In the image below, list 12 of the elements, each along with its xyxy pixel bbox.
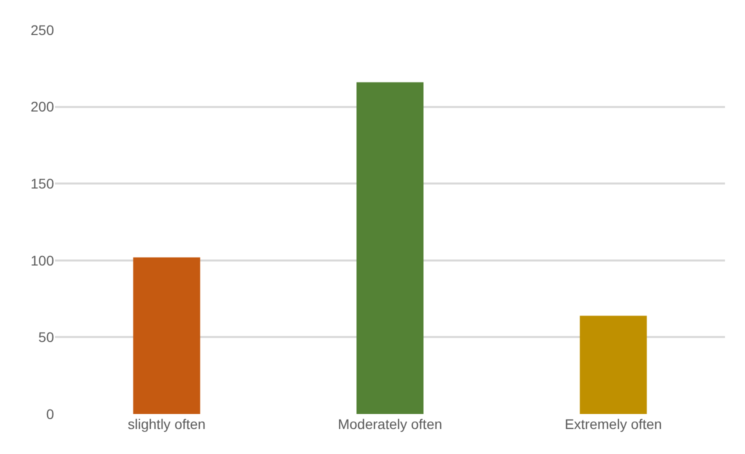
y-tick-label: 100 bbox=[30, 252, 54, 268]
y-tick-label: 50 bbox=[38, 329, 54, 346]
y-tick-label: 200 bbox=[30, 98, 54, 115]
bar bbox=[580, 316, 647, 414]
x-tick-label: slightly often bbox=[128, 416, 206, 432]
y-tick-label: 250 bbox=[30, 22, 54, 38]
x-tick-label: Extremely often bbox=[564, 416, 662, 432]
x-tick-label: Moderately often bbox=[338, 416, 442, 432]
bar bbox=[133, 257, 200, 414]
bar bbox=[356, 82, 424, 414]
y-tick-label: 0 bbox=[46, 406, 54, 422]
y-tick-label: 150 bbox=[30, 176, 54, 192]
